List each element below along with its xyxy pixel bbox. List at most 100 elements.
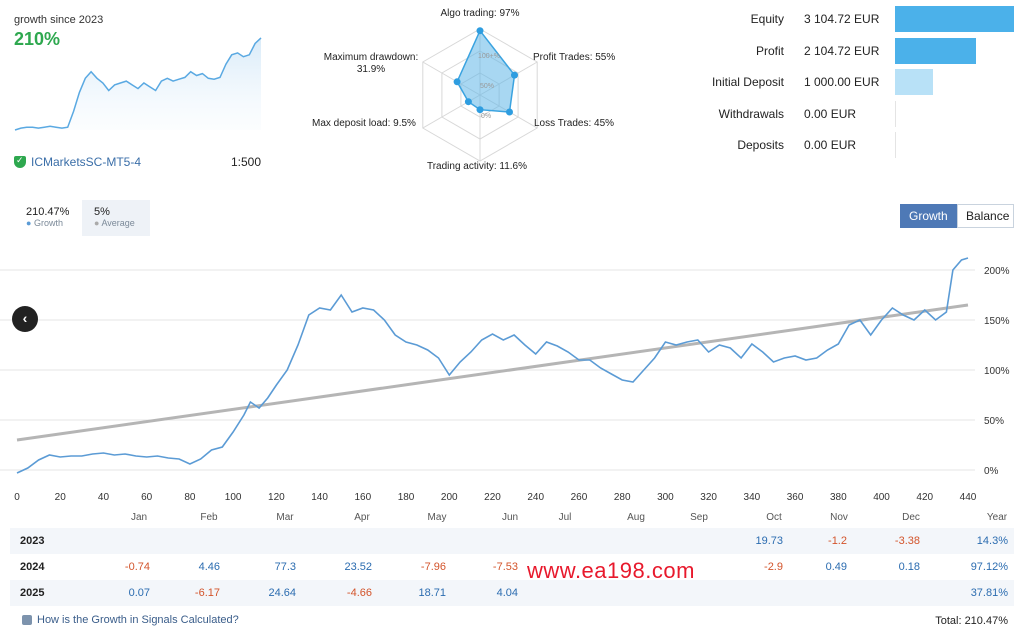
x-tick-label: 160 xyxy=(354,492,371,503)
legend-growth[interactable]: 210.47% ● Growth xyxy=(18,200,80,236)
radar-point-0 xyxy=(476,27,484,35)
x-tick-label: 440 xyxy=(960,492,977,503)
y-tick-label: 100% xyxy=(984,366,1010,377)
footer-help[interactable]: How is the Growth in Signals Calculated? xyxy=(22,614,239,626)
row-year: 2023 xyxy=(20,535,45,547)
radar-ring-label-50: 50% xyxy=(480,83,494,90)
table-cell: 14.3% xyxy=(976,535,1008,547)
stat-value: 0.00 EUR xyxy=(804,138,857,152)
watermark-text: www.ea198.com xyxy=(527,558,695,583)
month-header: Nov xyxy=(830,512,848,523)
x-tick-label: 420 xyxy=(916,492,933,503)
growth-help-link[interactable]: How is the Growth in Signals Calculated? xyxy=(37,614,239,626)
radar-label-drawdown-line1: Maximum drawdown: xyxy=(323,52,419,63)
month-header: Jan xyxy=(130,512,148,523)
x-tick-label: 100 xyxy=(225,492,242,503)
month-header: May xyxy=(427,512,447,523)
stat-label: Withdrawals xyxy=(718,106,784,121)
stat-row-deposits: Deposits 0.00 EUR xyxy=(664,132,1014,158)
table-cell: -6.17 xyxy=(194,587,220,599)
table-cell: 24.64 xyxy=(268,587,296,599)
stat-label: Profit xyxy=(755,43,784,58)
growth-toggle-button[interactable]: Growth xyxy=(900,204,957,228)
x-tick-label: 20 xyxy=(55,492,67,503)
y-axis-ticks: 0% 50% 100% 150% 200% xyxy=(984,266,1010,477)
radar-label-profit: Profit Trades: 55% xyxy=(533,52,616,63)
x-axis-ticks: 0 20 40 60 80 100 120 140 160 180 200 220 240 260 280 3… xyxy=(14,492,977,503)
x-tick-label: 120 xyxy=(268,492,285,503)
chart-grid xyxy=(0,269,975,471)
x-tick-label: 360 xyxy=(787,492,804,503)
x-tick-label: 0 xyxy=(14,492,20,503)
table-cell: -7.96 xyxy=(420,561,446,573)
legend-average-label: Average xyxy=(101,218,135,228)
stat-bar xyxy=(895,132,896,158)
x-tick-label: 280 xyxy=(614,492,631,503)
table-cell: -1.2 xyxy=(828,535,847,547)
table-cell: -0.74 xyxy=(124,561,150,573)
stat-value: 1 000.00 EUR xyxy=(804,75,880,89)
month-header: Apr xyxy=(354,512,370,523)
legend-growth-value: 210.47% xyxy=(26,206,70,218)
row-year: 2024 xyxy=(20,561,45,573)
stat-value: 3 104.72 EUR xyxy=(804,12,880,26)
chart-series xyxy=(16,257,969,474)
month-header: Jun xyxy=(501,512,519,523)
chevron-left-icon[interactable]: ‹ xyxy=(12,306,38,332)
radar-point-1 xyxy=(511,71,518,79)
growth-line xyxy=(16,257,969,474)
growth-percent: 210% xyxy=(14,29,61,49)
stat-bar xyxy=(895,6,1014,32)
stat-bar xyxy=(895,37,976,64)
broker-name[interactable]: ICMarketsSC-MT5-4 xyxy=(31,155,142,169)
radar-label-drawdown: Maximum drawdown: 31.9% xyxy=(318,52,424,76)
radar-ring-label-100: 100+% xyxy=(478,53,500,60)
monthly-returns-table: 2023 19.73 -1.2 -3.38 14.3% 2024 -0.74 4.46 77.3… xyxy=(0,528,1016,608)
table-cell: -4.66 xyxy=(346,587,372,599)
stat-value: 2 104.72 EUR xyxy=(804,43,880,58)
table-cell: 77.3 xyxy=(274,561,296,573)
stat-row-withdrawals: Withdrawals 0.00 EUR xyxy=(664,100,1014,127)
table-row: 2023 19.73 -1.2 -3.38 14.3% xyxy=(10,528,1014,554)
month-header: Jul xyxy=(558,512,572,523)
x-tick-label: 240 xyxy=(527,492,544,503)
table-cell: -2.9 xyxy=(764,561,783,573)
verified-shield-icon xyxy=(14,155,26,168)
legend-growth-label: Growth xyxy=(33,218,63,228)
legend-average-value: 5% xyxy=(94,206,110,218)
balance-toggle-button[interactable]: Balance xyxy=(957,204,1014,228)
radar-label-deposit-load: Max deposit load: 9.5% xyxy=(312,118,416,129)
stat-label: Initial Deposit xyxy=(711,75,784,89)
table-cell: 0.49 xyxy=(825,561,847,573)
radar-point-4 xyxy=(464,98,472,106)
table-cell: -7.53 xyxy=(492,561,518,573)
table-cell: 19.73 xyxy=(755,535,783,547)
stat-value: 0.00 EUR xyxy=(804,106,857,121)
radar-label-loss: Loss Trades: 45% xyxy=(534,118,615,129)
x-tick-label: 380 xyxy=(830,492,847,503)
x-tick-label: 200 xyxy=(441,492,458,503)
growth-sparkline xyxy=(14,37,262,131)
x-tick-label: 300 xyxy=(657,492,674,503)
help-icon xyxy=(22,615,32,625)
month-header: Feb xyxy=(200,512,218,523)
radar-ring-label-0: 0% xyxy=(481,113,491,120)
month-header: Mar xyxy=(276,512,294,523)
stat-bar xyxy=(895,69,934,95)
month-header-row: Jan Feb Mar Apr May Jun Jul Aug Sep Oct Nov Dec Year xyxy=(0,512,1016,526)
x-tick-label: 60 xyxy=(141,492,153,503)
sparkline-area xyxy=(15,37,261,130)
stat-row-initial-deposit: Initial Deposit 1 000.00 EUR xyxy=(664,69,1014,95)
table-cell: -3.38 xyxy=(894,535,920,547)
x-tick-label: 340 xyxy=(744,492,761,503)
leverage-value: 1:500 xyxy=(231,155,262,169)
x-tick-label: 80 xyxy=(184,492,196,503)
y-tick-label: 150% xyxy=(984,316,1010,327)
radar-label-algo: Algo trading: 97% xyxy=(440,8,520,19)
stat-label: Deposits xyxy=(737,138,784,152)
month-header: Year xyxy=(986,512,1008,523)
sparkline-line xyxy=(14,37,262,131)
x-tick-label: 260 xyxy=(571,492,588,503)
legend-average[interactable]: 5% ● Average xyxy=(82,200,150,236)
y-tick-label: 0% xyxy=(984,466,999,477)
